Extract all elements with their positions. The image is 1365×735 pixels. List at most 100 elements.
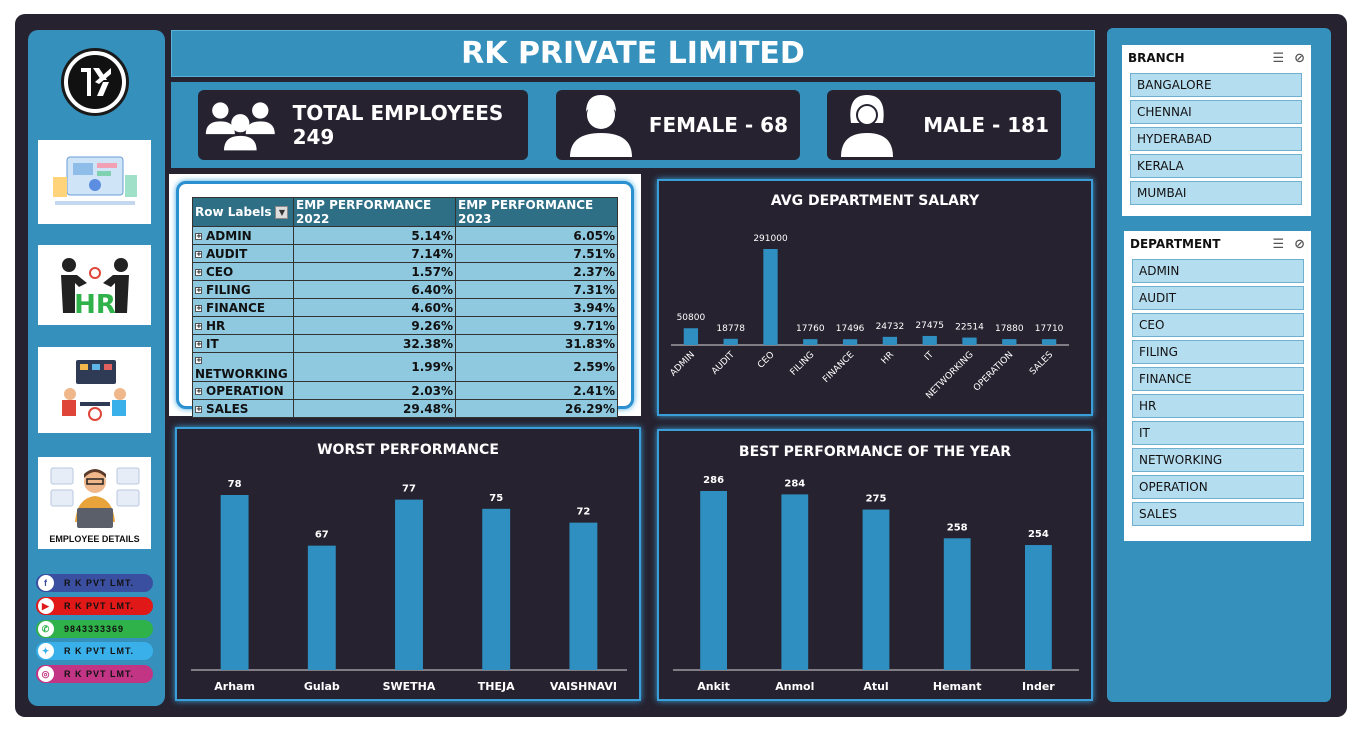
- best-performance-title: BEST PERFORMANCE OF THE YEAR: [738, 444, 1012, 460]
- workspace-tile[interactable]: [38, 347, 151, 433]
- filter-dropdown-icon[interactable]: ▼: [275, 206, 289, 219]
- pivot-cell-2023: 9.71%: [455, 316, 618, 335]
- pivot-cell-2023: 7.31%: [455, 280, 618, 299]
- multi-select-icon[interactable]: ☰: [1272, 236, 1285, 252]
- bar: [220, 495, 249, 670]
- bar: [882, 336, 898, 345]
- pivot-cell-2022: 2.03%: [293, 381, 456, 400]
- pivot-cell-2022: 5.14%: [293, 226, 456, 245]
- pivot-row-label[interactable]: + HR: [192, 316, 294, 335]
- employee-details-tile[interactable]: EMPLOYEE DETAILS: [38, 457, 151, 549]
- data-label: 18778: [716, 324, 745, 334]
- tick-label: Inder: [1022, 680, 1055, 693]
- pivot-cell-2023: 2.41%: [455, 381, 618, 400]
- multi-select-icon[interactable]: ☰: [1272, 50, 1285, 66]
- male-card: MALE - 181: [827, 90, 1061, 160]
- bar: [922, 335, 937, 345]
- expand-icon[interactable]: +: [195, 356, 202, 364]
- pivot-row-label[interactable]: +NETWORKING: [192, 352, 294, 382]
- social-link-instagram[interactable]: ◎ R K PVT LMT.: [36, 665, 153, 683]
- department-slicer-item[interactable]: FILING: [1132, 340, 1304, 364]
- branch-slicer-item[interactable]: KERALA: [1130, 154, 1302, 178]
- expand-icon[interactable]: +: [195, 267, 202, 276]
- total-employees-card: TOTAL EMPLOYEES 249: [198, 90, 528, 160]
- pivot-row-label[interactable]: + ADMIN: [192, 226, 294, 245]
- woman-icon: [841, 95, 893, 157]
- hr-tile[interactable]: HR: [38, 245, 151, 325]
- pivot-row-label[interactable]: + OPERATION: [192, 381, 294, 400]
- bar: [569, 522, 598, 670]
- data-label: 50800: [677, 313, 706, 323]
- department-slicer-item[interactable]: OPERATION: [1132, 475, 1304, 499]
- pivot-row-label[interactable]: + FINANCE: [192, 298, 294, 317]
- tick-label: Hemant: [933, 680, 982, 693]
- department-slicer-item[interactable]: SALES: [1132, 502, 1304, 526]
- expand-icon[interactable]: +: [195, 231, 202, 240]
- expand-icon[interactable]: +: [195, 321, 202, 330]
- pivot-row-label[interactable]: + SALES: [192, 399, 294, 418]
- tick-label: FILING: [789, 350, 817, 378]
- branch-slicer-item[interactable]: CHENNAI: [1130, 100, 1302, 124]
- social-link-facebook[interactable]: f R K PVT LMT.: [36, 574, 153, 592]
- pivot-row: + HR 9.26% 9.71%: [192, 316, 618, 335]
- pivot-header-2022: EMP PERFORMANCE 2022: [293, 197, 456, 227]
- tick-label: AUDIT: [710, 350, 737, 377]
- department-slicer-item[interactable]: ADMIN: [1132, 259, 1304, 283]
- data-label: 291000: [753, 234, 788, 244]
- branch-slicer-title: BRANCH: [1128, 51, 1185, 65]
- analytics-illustration-icon: [52, 156, 137, 205]
- expand-icon[interactable]: +: [195, 404, 202, 413]
- worst-performance-panel: WORST PERFORMANCE 78 Arham 67 Gulab 77 SWETHA…: [175, 427, 641, 701]
- data-label: 17760: [796, 324, 825, 334]
- pivot-row-label[interactable]: + AUDIT: [192, 244, 294, 263]
- kpi-bar: TOTAL EMPLOYEES 249 FEMALE - 68 MALE - 1…: [171, 82, 1095, 168]
- total-employees-label: TOTAL EMPLOYEES 249: [292, 101, 504, 149]
- data-label: 78: [228, 479, 242, 490]
- social-link-twitter[interactable]: ✦ R K PVT LMT.: [36, 642, 153, 660]
- bar: [943, 538, 971, 670]
- pivot-row-label[interactable]: + FILING: [192, 280, 294, 299]
- clear-filter-icon[interactable]: ⊘: [1294, 50, 1305, 66]
- branch-slicer-item[interactable]: HYDERABAD: [1130, 127, 1302, 151]
- expand-icon[interactable]: +: [195, 386, 202, 395]
- department-slicer-item[interactable]: FINANCE: [1132, 367, 1304, 391]
- pivot-row: + OPERATION 2.03% 2.41%: [192, 381, 618, 400]
- analytics-tile[interactable]: [38, 140, 151, 224]
- pivot-row: + SALES 29.48% 26.29%: [192, 399, 618, 418]
- expand-icon[interactable]: +: [195, 249, 202, 258]
- data-label: 275: [866, 494, 887, 505]
- worst-performance-title: WORST PERFORMANCE: [317, 442, 499, 458]
- clear-filter-icon[interactable]: ⊘: [1294, 236, 1305, 252]
- department-slicer-item[interactable]: NETWORKING: [1132, 448, 1304, 472]
- department-slicer-item[interactable]: IT: [1132, 421, 1304, 445]
- department-slicer-item[interactable]: HR: [1132, 394, 1304, 418]
- bar: [763, 249, 778, 345]
- expand-icon[interactable]: +: [195, 303, 202, 312]
- pivot-row-label[interactable]: + CEO: [192, 262, 294, 281]
- group-people-icon: [205, 102, 275, 151]
- tick-label: SALES: [1028, 350, 1055, 377]
- department-slicer-title: DEPARTMENT: [1130, 237, 1221, 251]
- pivot-cell-2022: 29.48%: [293, 399, 456, 418]
- pivot-row: + AUDIT 7.14% 7.51%: [192, 244, 618, 263]
- page-title: RK PRIVATE LIMITED: [461, 36, 805, 71]
- bar: [723, 338, 738, 345]
- best-performance-chart: 286 Ankit 284 Anmol 275 Atul 258 Hemant 254 Inder: [673, 475, 1079, 693]
- pivot-header-row-labels[interactable]: Row Labels ▼: [192, 197, 294, 227]
- department-slicer-item[interactable]: AUDIT: [1132, 286, 1304, 310]
- branch-slicer-item[interactable]: MUMBAI: [1130, 181, 1302, 205]
- pivot-row-label[interactable]: + IT: [192, 334, 294, 353]
- bar: [1041, 339, 1057, 345]
- department-slicer-item[interactable]: CEO: [1132, 313, 1304, 337]
- branch-slicer: BRANCH ☰ ⊘ BANGALORE CHENNAI HYDERABAD KERA…: [1122, 45, 1311, 216]
- branch-slicer-item[interactable]: BANGALORE: [1130, 73, 1302, 97]
- tick-label: IT: [923, 350, 936, 363]
- social-link-label: R K PVT LMT.: [64, 669, 134, 679]
- social-link-youtube[interactable]: ▶ R K PVT LMT.: [36, 597, 153, 615]
- employee-details-icon: [50, 467, 139, 528]
- expand-icon[interactable]: +: [195, 285, 202, 294]
- expand-icon[interactable]: +: [195, 339, 202, 348]
- social-link-whatsapp[interactable]: ✆ 9843333369: [36, 620, 153, 638]
- department-slicer: DEPARTMENT ☰ ⊘ ADMIN AUDIT CEO FILING FINANC…: [1124, 231, 1311, 541]
- performance-pivot-frame: Row Labels ▼ EMP PERFORMANCE 2022 EMP PER…: [176, 181, 634, 418]
